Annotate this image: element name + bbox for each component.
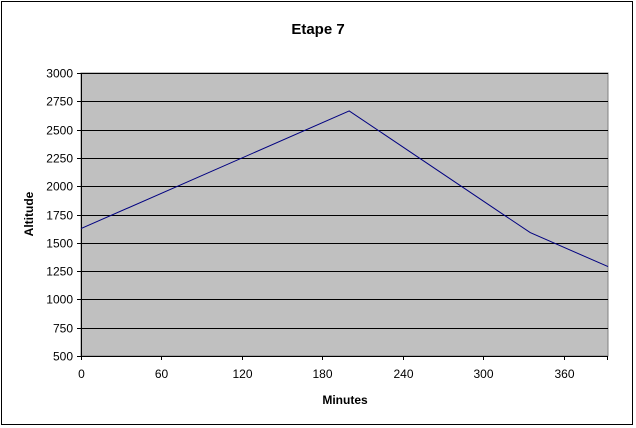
x-tick-label: 120 — [232, 367, 252, 381]
y-tick-label: 750 — [53, 322, 73, 336]
x-tick-label: 240 — [393, 367, 413, 381]
y-tick-label: 500 — [53, 350, 73, 364]
y-tick-label: 2750 — [46, 95, 73, 109]
chart-title: Etape 7 — [291, 21, 344, 38]
y-tick-label: 2500 — [46, 124, 73, 138]
x-tick-label: 300 — [473, 367, 493, 381]
x-tick-label: 180 — [312, 367, 332, 381]
x-axis-label: Minutes — [322, 393, 368, 407]
grid-layer — [81, 73, 608, 329]
y-axis-label: Altitude — [22, 191, 36, 236]
y-tick-label: 3000 — [46, 67, 73, 81]
plot-area — [80, 72, 609, 357]
x-tick-label: 360 — [554, 367, 574, 381]
y-tick-label: 1250 — [46, 265, 73, 279]
series-line — [80, 110, 609, 268]
y-tick-label: 1000 — [46, 293, 73, 307]
x-tick-label: 0 — [78, 367, 85, 381]
x-tick-label: 60 — [155, 367, 169, 381]
x-tick-labels: 0 60 120 180 240 300 360 — [78, 367, 575, 381]
axis-layer — [77, 73, 608, 360]
y-tick-label: 2000 — [46, 180, 73, 194]
y-tick-label: 1500 — [46, 237, 73, 251]
y-tick-label: 1750 — [46, 209, 73, 223]
series-layer — [80, 110, 609, 268]
y-tick-labels: 500 750 1000 1250 1500 1750 2000 2250 2500 2750 30… — [46, 67, 73, 364]
y-tick-label: 2250 — [46, 152, 73, 166]
